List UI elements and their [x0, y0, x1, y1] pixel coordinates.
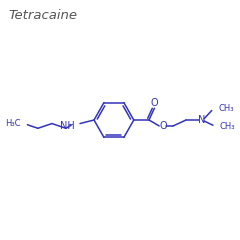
Text: O: O: [160, 121, 167, 131]
Text: O: O: [151, 98, 158, 108]
Text: H₃C: H₃C: [5, 119, 21, 128]
Text: N: N: [198, 115, 205, 125]
Text: NH: NH: [60, 121, 75, 131]
Text: CH₃: CH₃: [219, 104, 234, 113]
Text: Tetracaine: Tetracaine: [9, 8, 78, 22]
Text: CH₃: CH₃: [220, 122, 235, 131]
